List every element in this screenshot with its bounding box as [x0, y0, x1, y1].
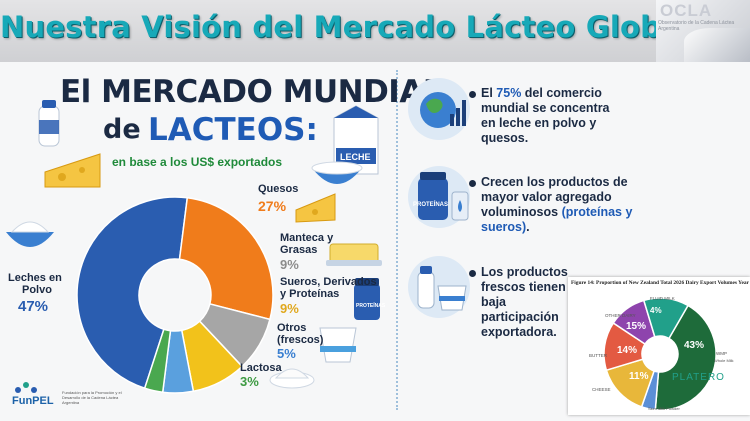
nz-pct-cheese: 11% [629, 371, 649, 382]
title-banner [0, 0, 750, 62]
powder-bowl-icon [6, 221, 54, 247]
nz-pct-fluid-milk: 4% [650, 306, 662, 315]
infographic-title-de: de [103, 114, 141, 145]
label-line: y Proteínas [280, 288, 340, 300]
nz-pct-wmp: 43% [684, 340, 705, 351]
funpel-logo: FunPEL [12, 395, 54, 407]
milk-carton-icon [333, 105, 379, 175]
nz-slice-wmp [654, 304, 717, 411]
world-slice-lactosa [143, 328, 172, 394]
milk-bottle-icon [38, 100, 60, 147]
protein-jar-icon [354, 278, 380, 320]
cheese-wedge-icon [295, 193, 336, 223]
bullet-dot [469, 180, 476, 187]
yogurt-bowl-icon [311, 161, 363, 184]
bullet-1: El 75% del comercio mundial se concentra… [481, 86, 621, 146]
label-quesos: Quesos [258, 183, 299, 195]
label-line: Polvo [22, 284, 52, 296]
nz-donut-chart [603, 297, 717, 411]
label-line: Otros [277, 322, 307, 334]
cheese-icon [44, 153, 101, 188]
bullet-text: del comercio mundial se concentra en lec… [481, 86, 610, 145]
bullet-text: Los productos frescos tienen baja partic… [481, 265, 568, 339]
nz-legend-skim: Skim Milk Powder [648, 406, 680, 411]
bullet-highlight: 75% [496, 86, 522, 100]
bullet-text: El [481, 86, 497, 100]
illustrations: LECHE PROTEÍNAS [6, 100, 386, 389]
slide-title: Nuestra Visión del Mercado Lácteo Global… [0, 10, 703, 44]
globe-chart-icon [420, 92, 466, 128]
ocla-logo-panel: OCLA Observatorio de la Cadena Láctea Ar… [656, 0, 750, 62]
world-slice-quesos [178, 196, 274, 321]
big-jar-label: PROTEÍNAS [413, 202, 449, 208]
label-line: Sueros, Derivados [280, 276, 377, 288]
small-jar-label: PROTEÍNAS [356, 301, 386, 309]
bullet-2: Crecen los productos de mayor valor agre… [481, 175, 641, 235]
carton-label: LECHE [340, 152, 371, 162]
label-line: (frescos) [277, 334, 324, 346]
ocla-subtitle: Observatorio de la Cadena Láctea Argenti… [658, 20, 735, 32]
column-divider [396, 70, 398, 410]
nz-legend-fluid-milk: FLUID MILK [650, 296, 675, 301]
infographic-subtitle: en base a los US$ exportados [112, 155, 283, 169]
pct-sueros: 9% [280, 301, 299, 316]
world-dairy-donut-chart [76, 196, 274, 394]
label-lactosa: Lactosa [240, 362, 282, 374]
nz-chart-title: Figure 14: Proportion of New Zealand Tot… [571, 280, 749, 286]
pct-otros: 5% [277, 346, 296, 361]
bullet-dot [469, 270, 476, 277]
label-otros-frescos: Otros (frescos) [277, 322, 323, 346]
robot-hand-image [684, 28, 750, 62]
platero-watermark: PLATERO [672, 372, 725, 383]
powder-icon [269, 368, 315, 389]
infographic-title-lacteos: LACTEOS: [148, 112, 318, 148]
bullet-text: Crecen los productos de mayor valor agre… [481, 175, 628, 219]
bullet-3: Los productos frescos tienen baja partic… [481, 265, 571, 340]
bullet-highlight: (proteínas y sueros) [481, 205, 633, 234]
nz-legend-whole-milk: Whole Milk [714, 358, 734, 363]
protein-jar-big-icon [418, 172, 469, 221]
label-leches-en-polvo: Leches en Polvo [8, 272, 62, 296]
bullet-text: . [526, 220, 530, 234]
infographic-title: El MERCADO MUNDIAL [60, 74, 443, 110]
nz-pct-other: 15% [626, 321, 647, 332]
label-manteca-y-grasas: Manteca y Grasas [280, 232, 333, 256]
butter-icon [326, 243, 382, 266]
label-line: Manteca y [280, 232, 334, 244]
fresh-products-icon [417, 266, 467, 311]
bullet-dot [469, 91, 476, 98]
funpel-subtitle: Fundación para la Promoción y el Desarro… [62, 390, 122, 405]
ocla-logo: OCLA [660, 1, 713, 20]
nz-slice-skim-milk-powder [642, 297, 690, 340]
nz-legend-wmp: WMP [716, 351, 727, 356]
pct-lactosa: 3% [240, 374, 259, 389]
pct-leches-en-polvo: 47% [18, 298, 49, 315]
yogurt-cup-icon [319, 327, 357, 363]
nz-pct-butter: 14% [617, 345, 638, 356]
pct-manteca: 9% [280, 257, 299, 272]
pct-quesos: 27% [258, 198, 287, 214]
label-line: Leches en [8, 272, 62, 284]
nz-legend-other: OTHER DAIRY [605, 313, 636, 318]
nz-legend-butter: BUTTER [589, 353, 607, 358]
funpel-logo-icon [15, 382, 37, 393]
nz-legend-cheese: CHEESE [592, 387, 611, 392]
label-sueros: Sueros, Derivados y Proteínas [280, 276, 377, 300]
label-line: Grasas [280, 244, 318, 256]
